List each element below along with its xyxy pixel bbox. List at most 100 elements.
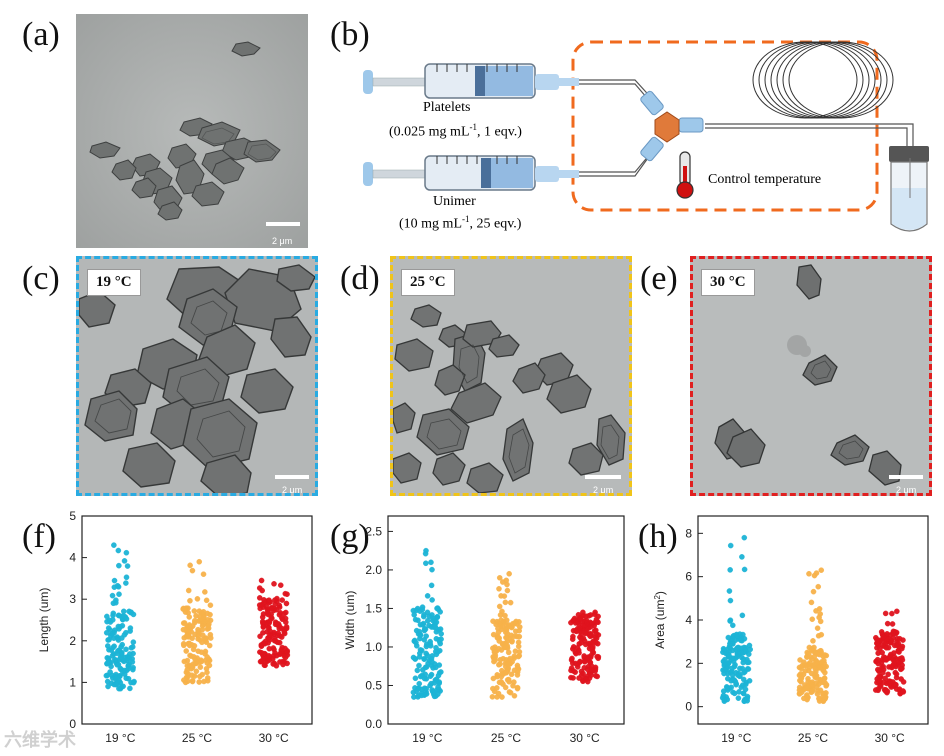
data-point [124,563,131,569]
data-point [720,645,727,652]
data-point [115,547,122,554]
y-tick-label: 2.0 [365,563,382,577]
data-point [899,645,905,652]
data-point [507,655,513,662]
data-point [109,652,116,659]
data-point [877,645,883,652]
data-point [496,603,503,610]
temperature-badge-e: 30 °C [701,269,755,296]
data-point [727,641,733,647]
panel-label-h: (h) [638,518,678,555]
data-point [423,643,430,650]
data-point [109,631,115,637]
data-point [892,681,899,688]
x-tick-label: 25 °C [798,731,828,745]
data-point [720,692,727,699]
unimer-conc-sup: -1 [462,214,470,224]
data-point [569,636,576,642]
data-point [818,567,825,573]
data-point [259,587,265,594]
x-tick-label: 30 °C [570,731,600,745]
data-point [273,620,280,627]
data-point [117,665,124,672]
data-point [809,616,816,623]
data-point [516,627,522,634]
syringe-unimer [363,155,579,191]
data-point [490,675,497,682]
data-point [502,612,508,619]
scale-label-e: 2 μm [896,485,917,495]
data-point [116,562,122,569]
data-point [438,636,444,642]
data-point [194,596,201,602]
data-point [272,597,278,603]
data-point [734,633,741,639]
data-point [887,678,894,685]
coil-tubing [752,41,894,119]
data-point [181,658,188,665]
data-point [195,648,201,654]
data-point [266,597,272,603]
data-point [499,624,506,630]
data-point [276,639,283,646]
data-point [504,587,511,594]
data-point [256,602,263,608]
data-point [721,698,728,705]
data-point [195,628,202,635]
data-point [739,612,746,619]
data-point [583,676,590,682]
data-point [128,645,135,651]
data-point [595,619,601,626]
data-point [428,559,434,566]
panel-label-b: (b) [330,16,370,53]
data-point [200,619,207,625]
data-point [273,652,280,659]
data-point [111,584,118,590]
data-point [722,656,728,663]
data-point [587,631,594,638]
data-point [438,631,444,637]
data-point [276,602,283,609]
data-point [798,665,804,672]
data-point [823,681,830,688]
data-point [186,614,193,620]
data-point [568,665,575,671]
data-point [271,660,278,667]
data-point [813,570,820,576]
y-axis-label: Length (um) [37,588,51,653]
data-point [580,609,586,616]
data-point [494,635,501,641]
data-point [104,660,110,667]
data-point [746,677,753,684]
data-point [582,641,589,648]
data-point [727,542,734,549]
data-point [262,640,268,647]
data-point [593,627,599,634]
data-point [514,672,521,678]
data-point [115,637,122,643]
data-point [105,637,111,643]
data-point [504,581,510,588]
data-point [424,617,431,624]
data-point [505,665,512,672]
data-point [803,683,810,690]
data-point [726,588,733,594]
data-point [118,650,125,657]
series-dots [719,534,753,705]
data-point [421,611,427,618]
data-point [266,652,272,659]
data-point [429,612,435,618]
data-point [275,630,282,636]
unimer-concentration: (10 mg mL-1, 25 eqv.) [399,214,521,233]
series-dots [796,567,830,705]
thermometer-icon [676,151,694,199]
data-point [196,558,203,565]
data-point [513,621,520,627]
data-point [504,677,511,683]
data-point [114,650,120,657]
data-point [514,664,521,671]
data-point [421,656,427,662]
collection-vial [889,146,929,232]
data-point [889,621,896,627]
data-point [888,637,895,644]
